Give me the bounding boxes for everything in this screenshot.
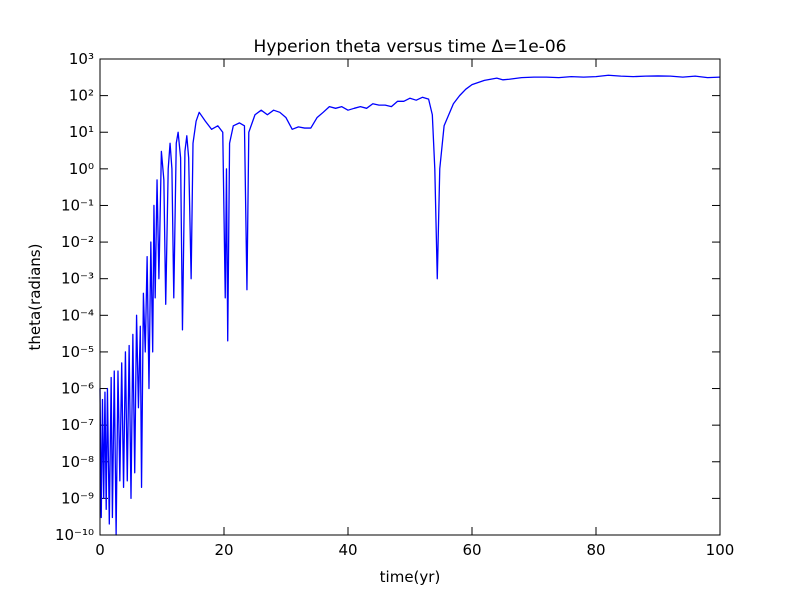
- y-tick-label: 10⁻⁶: [61, 380, 94, 398]
- y-tick-label: 10⁻³: [61, 270, 94, 288]
- chart-title: Hyperion theta versus time Δ=1e-06: [254, 37, 567, 57]
- y-tick-label: 10⁻²: [61, 233, 94, 251]
- x-axis-label: time(yr): [380, 568, 441, 586]
- x-tick-label: 60: [462, 541, 481, 559]
- x-tick-label: 0: [95, 541, 105, 559]
- x-tick-label: 20: [214, 541, 233, 559]
- data-line: [99, 74, 721, 536]
- x-tick-label: 40: [338, 541, 357, 559]
- y-tick-label: 10⁻⁸: [61, 453, 94, 471]
- y-tick-label: 10⁻⁵: [61, 343, 94, 361]
- y-tick-label: 10⁻⁴: [61, 306, 94, 324]
- x-tick-label: 100: [706, 541, 735, 559]
- y-tick-label: 10¹: [69, 123, 94, 141]
- y-tick-label: 10⁻¹: [61, 196, 94, 214]
- y-tick-label: 10²: [69, 87, 94, 105]
- y-tick-label: 10⁰: [69, 160, 94, 178]
- y-tick-label: 10⁻⁹: [61, 489, 94, 507]
- y-tick-label: 10⁻¹⁰: [55, 526, 94, 544]
- y-tick-label: 10³: [69, 50, 94, 68]
- y-tick-label: 10⁻⁷: [61, 416, 94, 434]
- y-axis-label: theta(radians): [26, 244, 44, 351]
- x-tick-label: 80: [586, 541, 605, 559]
- plot-frame: [99, 58, 721, 536]
